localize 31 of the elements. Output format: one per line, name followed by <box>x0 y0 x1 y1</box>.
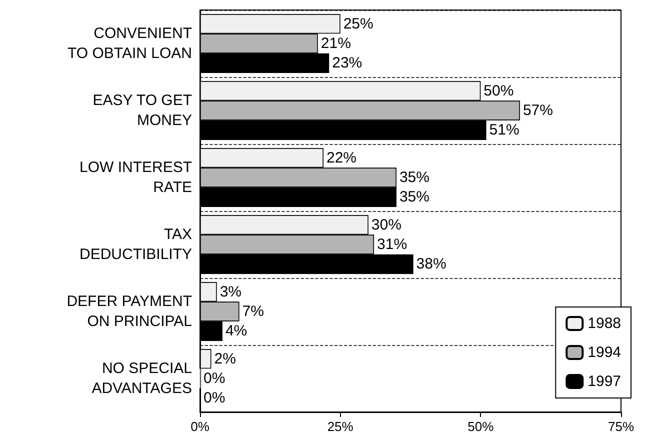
y-tick-label: NO SPECIAL ADVANTAGES <box>92 360 192 397</box>
x-tick-label: 25% <box>327 419 354 434</box>
y-tick-label: LOW INTEREST RATE <box>79 159 192 196</box>
x-tick-label: 0% <box>190 419 210 434</box>
data-label: 25% <box>343 15 374 32</box>
data-label: 3% <box>220 283 242 300</box>
legend-label: 1988 <box>588 315 622 332</box>
y-tick-label: TAX DEDUCTIBILITY <box>79 226 192 263</box>
data-label: 31% <box>377 236 408 253</box>
y-tick-label: CONVENIENT TO OBTAIN LOAN <box>68 25 192 62</box>
data-label: 30% <box>371 216 402 234</box>
y-tick-label: DEFER PAYMENT ON PRINCIPAL <box>66 293 192 330</box>
data-label: 23% <box>332 54 362 72</box>
data-label: 0% <box>204 370 226 387</box>
data-label: 22% <box>326 149 357 166</box>
data-label: 7% <box>242 303 264 320</box>
legend-label: 1994 <box>588 344 622 361</box>
data-label: 51% <box>489 122 520 139</box>
y-tick-label: EASY TO GET MONEY <box>92 92 192 129</box>
data-label: 0% <box>204 390 226 407</box>
data-label: 4% <box>225 322 248 340</box>
legend-label: 1997 <box>588 373 622 390</box>
data-label: 57% <box>522 102 553 119</box>
x-tick-label: 75% <box>608 419 634 434</box>
x-tick-label: 50% <box>468 419 494 434</box>
data-label: 35% <box>399 188 430 206</box>
data-label: 2% <box>214 350 236 368</box>
data-label: 50% <box>484 82 514 100</box>
data-label: 35% <box>399 169 430 186</box>
data-label: 38% <box>416 256 446 273</box>
data-label: 21% <box>320 35 351 52</box>
